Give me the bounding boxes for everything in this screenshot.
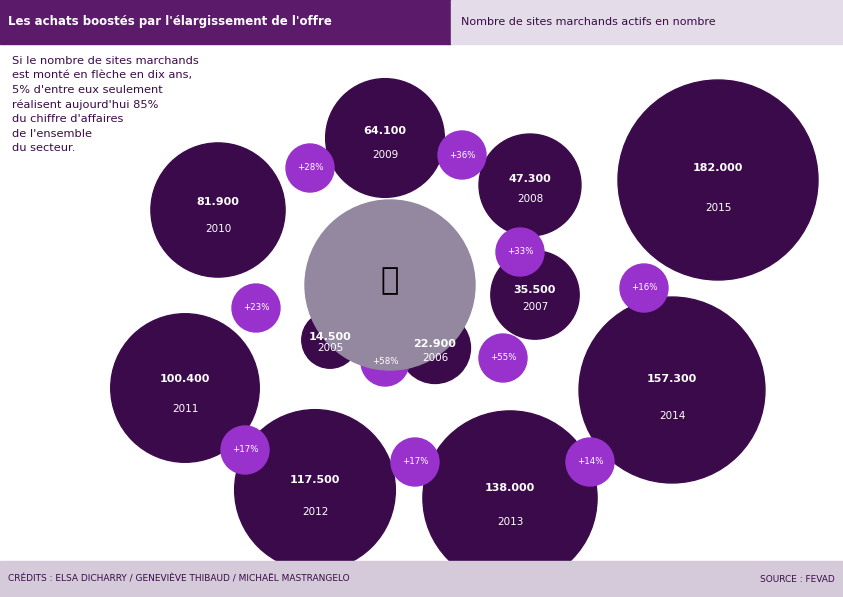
Text: 2013: 2013 <box>497 518 524 527</box>
Text: 2009: 2009 <box>372 150 398 159</box>
Ellipse shape <box>232 284 280 332</box>
Text: Les achats boostés par l'élargissement de l'offre: Les achats boostés par l'élargissement d… <box>8 16 332 29</box>
Text: CRÉDITS : ELSA DICHARRY / GENEVIÈVE THIBAUD / MICHAËL MASTRANGELO: CRÉDITS : ELSA DICHARRY / GENEVIÈVE THIB… <box>8 574 350 583</box>
Text: 35.500: 35.500 <box>514 285 556 295</box>
Text: +17%: +17% <box>402 457 428 466</box>
Text: 81.900: 81.900 <box>196 197 239 207</box>
Text: +36%: +36% <box>448 150 475 159</box>
Ellipse shape <box>438 131 486 179</box>
Text: 2015: 2015 <box>705 203 731 213</box>
Ellipse shape <box>566 438 614 486</box>
Text: 47.300: 47.300 <box>508 174 551 184</box>
Ellipse shape <box>286 144 334 192</box>
Text: 117.500: 117.500 <box>290 475 341 485</box>
Text: SOURCE : FEVAD: SOURCE : FEVAD <box>760 574 835 583</box>
Ellipse shape <box>618 80 818 280</box>
Ellipse shape <box>479 134 581 236</box>
Text: 22.900: 22.900 <box>414 338 456 349</box>
Text: +28%: +28% <box>297 164 323 173</box>
Text: 2012: 2012 <box>302 507 328 518</box>
Text: +14%: +14% <box>577 457 604 466</box>
Bar <box>0 0 451 44</box>
Text: 2006: 2006 <box>422 353 448 363</box>
Ellipse shape <box>234 410 395 570</box>
Text: +23%: +23% <box>243 303 269 312</box>
Text: 64.100: 64.100 <box>363 126 406 136</box>
Ellipse shape <box>302 312 358 368</box>
Ellipse shape <box>423 411 597 585</box>
Text: 157.300: 157.300 <box>647 374 697 384</box>
Text: +16%: +16% <box>631 284 658 293</box>
Text: 🏪: 🏪 <box>381 266 399 296</box>
Text: 100.400: 100.400 <box>160 374 210 384</box>
Ellipse shape <box>361 338 409 386</box>
Ellipse shape <box>221 426 269 474</box>
Text: 2010: 2010 <box>205 224 231 234</box>
Ellipse shape <box>400 312 470 383</box>
Ellipse shape <box>496 228 544 276</box>
Ellipse shape <box>479 334 527 382</box>
Text: 182.000: 182.000 <box>693 163 744 173</box>
Ellipse shape <box>620 264 668 312</box>
Ellipse shape <box>579 297 765 483</box>
Ellipse shape <box>110 314 260 462</box>
Text: +55%: +55% <box>490 353 516 362</box>
Ellipse shape <box>491 251 579 339</box>
Ellipse shape <box>151 143 285 277</box>
Text: 2008: 2008 <box>517 194 543 204</box>
Bar <box>451 0 843 44</box>
Text: +58%: +58% <box>372 358 398 367</box>
Text: +17%: +17% <box>232 445 258 454</box>
Ellipse shape <box>305 200 475 370</box>
Text: 2007: 2007 <box>522 302 548 312</box>
Text: 138.000: 138.000 <box>485 482 535 493</box>
Text: 14.500: 14.500 <box>309 331 352 341</box>
Text: 2011: 2011 <box>172 404 198 414</box>
Text: 2014: 2014 <box>659 411 685 421</box>
Ellipse shape <box>325 79 444 198</box>
Text: +33%: +33% <box>507 248 534 257</box>
Bar <box>0 561 843 597</box>
Text: 2005: 2005 <box>317 343 343 353</box>
Text: Si le nombre de sites marchands
est monté en flèche en dix ans,
5% d'entre eux s: Si le nombre de sites marchands est mont… <box>12 56 199 153</box>
Text: Nombre de sites marchands actifs en nombre: Nombre de sites marchands actifs en nomb… <box>461 17 716 27</box>
Ellipse shape <box>391 438 439 486</box>
